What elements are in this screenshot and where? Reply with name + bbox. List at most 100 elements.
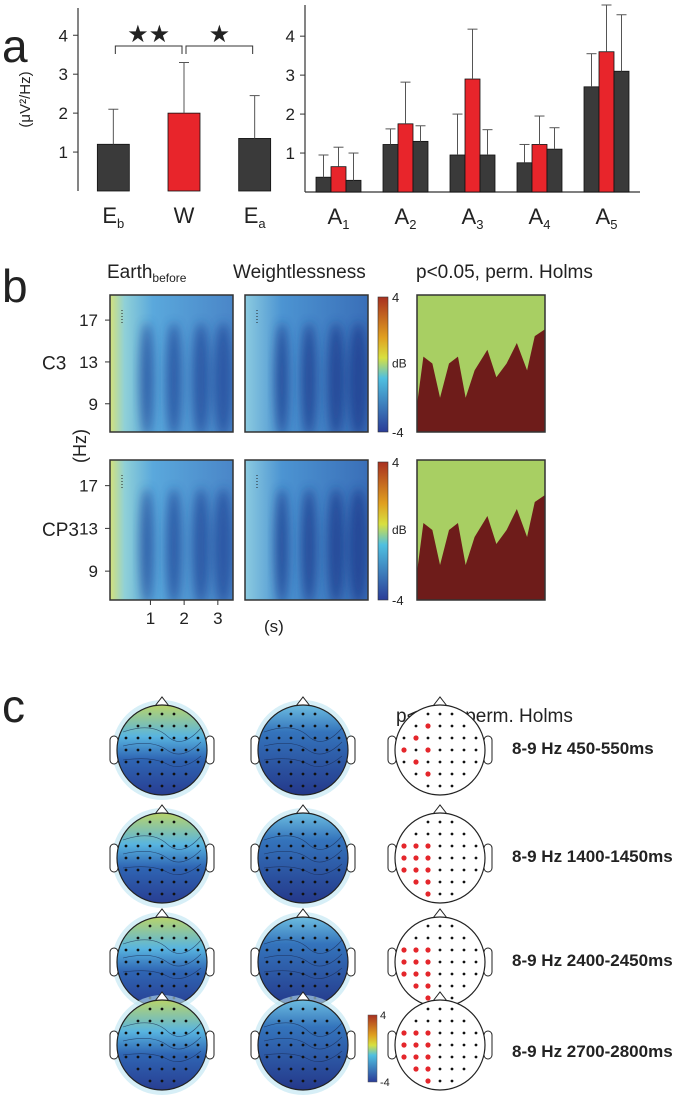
electrode <box>313 1007 317 1011</box>
electrode <box>172 724 176 728</box>
x-axis-label: (s) <box>264 617 284 636</box>
bar <box>330 166 347 193</box>
electrode <box>160 1055 164 1059</box>
contour <box>122 1022 202 1037</box>
electrode <box>413 759 419 765</box>
electrode <box>325 856 329 860</box>
electrode <box>124 748 128 752</box>
electrode <box>325 936 329 940</box>
electrode <box>414 936 418 940</box>
x-tick-label: A5 <box>596 204 618 232</box>
electrode <box>426 820 430 824</box>
bar <box>613 70 630 193</box>
electrode <box>462 880 466 884</box>
topography <box>109 991 215 1095</box>
electrode <box>462 972 466 976</box>
electrode <box>136 748 140 752</box>
electrode <box>172 924 176 928</box>
electrode <box>196 868 200 872</box>
contour <box>263 755 343 767</box>
electrode <box>438 868 442 872</box>
electrode <box>325 736 329 740</box>
significance-bracket <box>185 45 254 54</box>
colorbar-tick-label: 4 <box>392 290 399 305</box>
bar <box>96 143 130 192</box>
electrode <box>438 1067 442 1071</box>
electrode <box>160 1079 164 1083</box>
y-axis-label: (μV²/Hz) <box>17 71 34 127</box>
electrode <box>301 1019 305 1023</box>
electrode <box>438 736 442 740</box>
electrode <box>425 983 431 989</box>
electrode <box>136 960 140 964</box>
y-tick-label: 17 <box>79 477 98 496</box>
electrode <box>462 868 466 872</box>
colorbar-tick-label: -4 <box>392 593 404 608</box>
electrode <box>196 844 200 848</box>
electrode <box>136 868 140 872</box>
colorbar <box>367 1014 378 1083</box>
tf-blob <box>192 322 211 432</box>
electrode <box>337 868 341 872</box>
electrode <box>414 1019 418 1023</box>
electrode <box>337 748 341 752</box>
electrode <box>462 736 466 740</box>
electrode <box>136 1031 140 1035</box>
y-tick-label: 13 <box>79 519 98 538</box>
electrode <box>172 748 176 752</box>
electrode <box>277 856 281 860</box>
electrode <box>172 1067 176 1071</box>
electrode <box>450 832 454 836</box>
category-subscript: b <box>117 216 124 231</box>
electrode <box>313 924 317 928</box>
electrode <box>413 971 419 977</box>
electrode <box>450 924 454 928</box>
electrode <box>160 1043 164 1047</box>
electrode <box>325 1043 329 1047</box>
category-subscript: 3 <box>476 217 483 232</box>
electrode <box>196 760 200 764</box>
electrode <box>313 868 317 872</box>
contour <box>263 835 343 850</box>
electrode <box>474 948 478 952</box>
electrode <box>313 1019 317 1023</box>
electrode <box>160 820 164 824</box>
electrode <box>277 948 281 952</box>
electrode <box>313 984 317 988</box>
electrode <box>325 984 329 988</box>
contour <box>122 1036 202 1050</box>
tf-blob <box>274 322 289 432</box>
tf-blob <box>327 488 346 600</box>
electrode <box>289 748 293 752</box>
electrode <box>184 832 188 836</box>
tf-blob <box>327 322 346 432</box>
topography <box>250 908 356 1012</box>
electrode <box>325 972 329 976</box>
electrode <box>277 772 281 776</box>
tf-blob <box>213 488 233 600</box>
electrode <box>301 924 305 928</box>
electrode <box>450 948 454 952</box>
electrode <box>172 936 176 940</box>
column-title-subscript: before <box>152 271 186 285</box>
nose <box>295 991 311 1002</box>
electrode <box>184 736 188 740</box>
y-tick-label: 1 <box>286 144 295 163</box>
electrode <box>172 972 176 976</box>
electrode <box>184 936 188 940</box>
electrode <box>136 1067 140 1071</box>
electrode <box>462 856 466 860</box>
electrode <box>425 723 431 729</box>
contour <box>122 953 202 967</box>
x-tick-label: 3 <box>213 609 222 628</box>
electrode <box>148 1019 152 1023</box>
electrode <box>148 724 152 728</box>
electrode <box>337 844 341 848</box>
electrode <box>196 748 200 752</box>
electrode <box>136 724 140 728</box>
bar <box>516 162 533 193</box>
contour <box>122 849 202 863</box>
electrode <box>172 1079 176 1083</box>
electrode <box>148 748 152 752</box>
electrode <box>184 880 188 884</box>
